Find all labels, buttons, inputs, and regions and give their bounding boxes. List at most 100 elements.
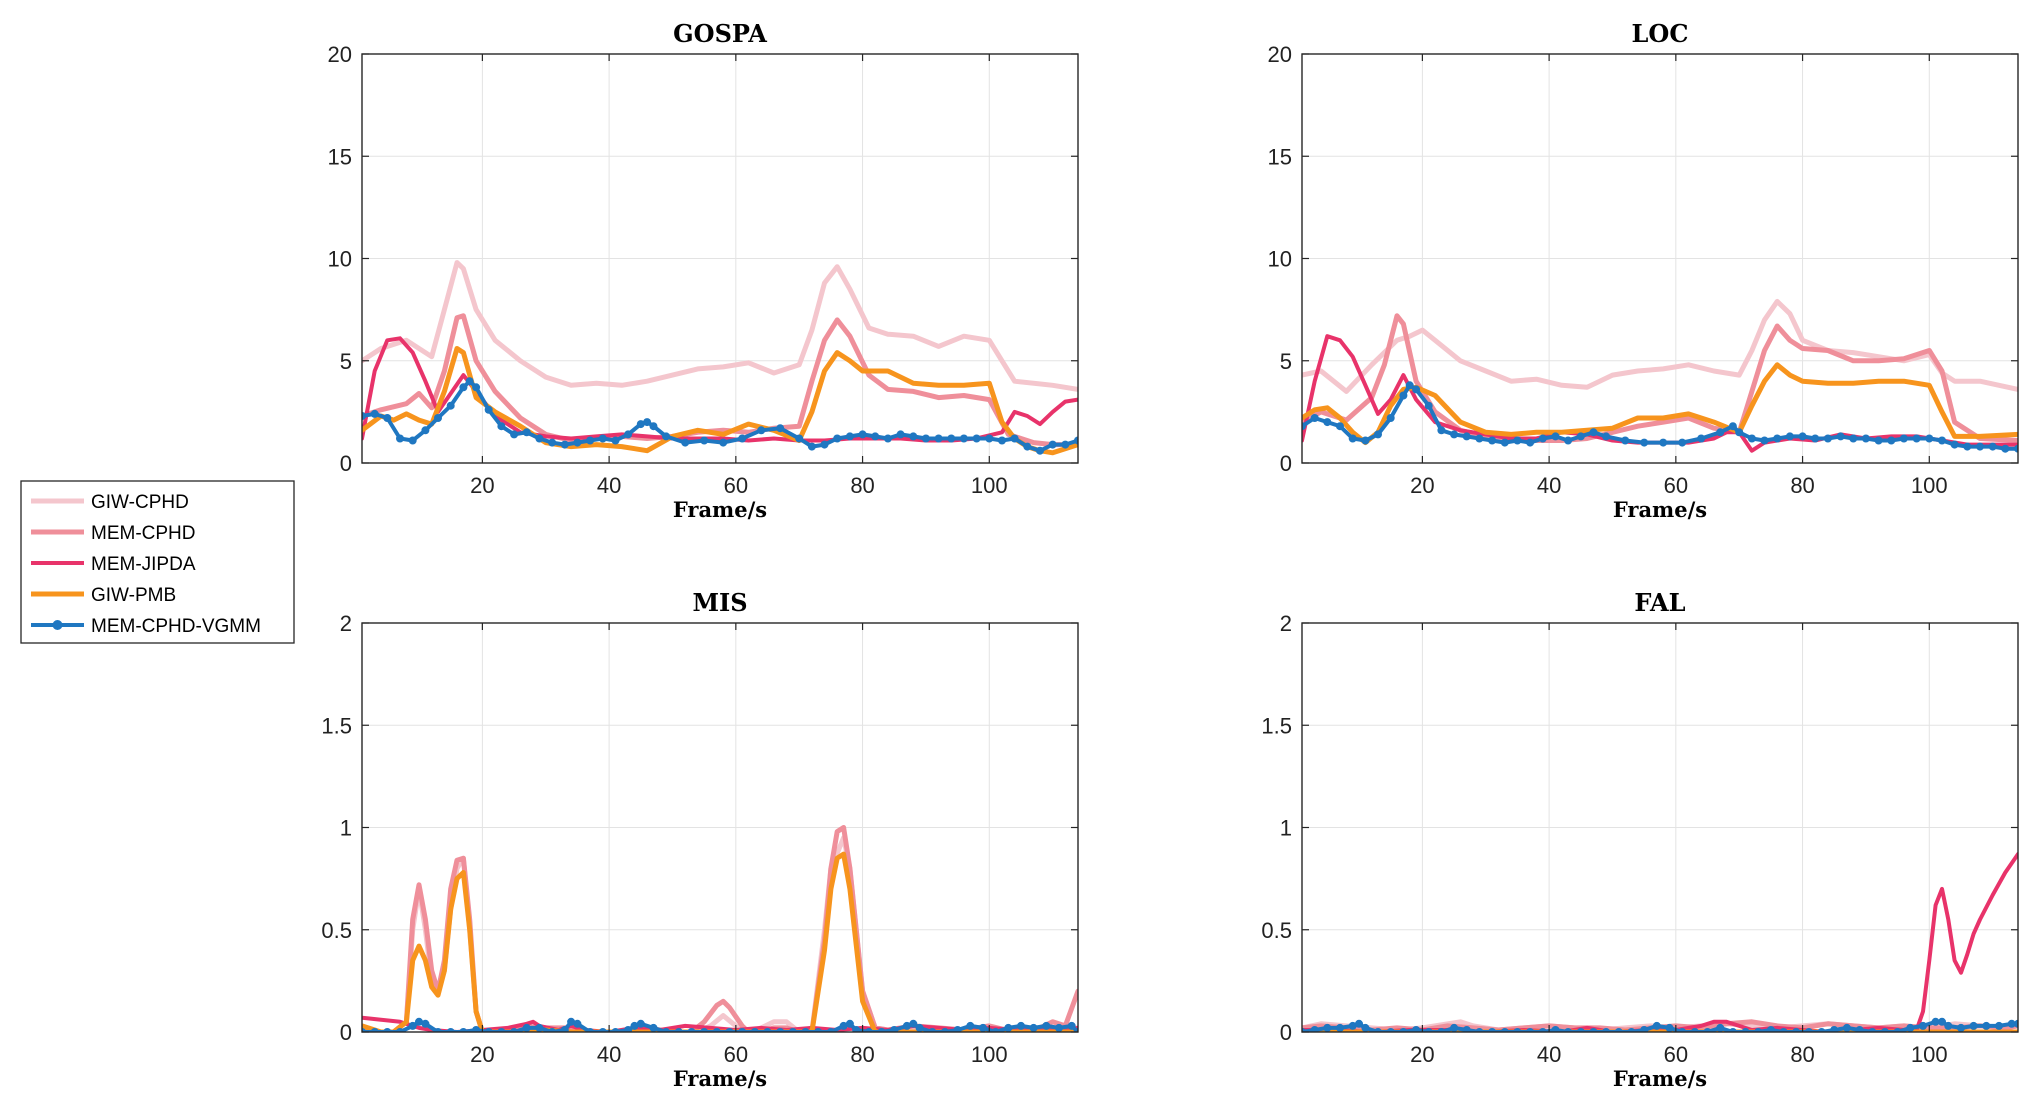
y-tick-label: 10 (1268, 247, 1292, 272)
series-group (362, 825, 1078, 1032)
data-point (1061, 440, 1070, 449)
data-point (1399, 391, 1408, 400)
data-point (1963, 442, 1972, 451)
data-point (421, 1019, 430, 1028)
x-axis-label: Frame/s (673, 497, 767, 522)
data-point (934, 434, 943, 443)
data-point (1500, 438, 1509, 447)
data-point (2007, 1019, 2016, 1028)
legend-item: GIW-PMB (31, 585, 176, 606)
data-point (1564, 436, 1573, 445)
data-point (1849, 434, 1858, 443)
data-point (871, 432, 880, 441)
data-point (1716, 1023, 1725, 1032)
data-point (396, 434, 404, 443)
data-point (1348, 434, 1357, 443)
y-tick-label: 1.5 (1261, 713, 1292, 738)
data-point (1766, 1026, 1775, 1032)
data-point (362, 412, 366, 420)
data-point (1823, 434, 1832, 443)
data-point (1792, 1028, 1801, 1032)
data-point (738, 1028, 747, 1032)
data-point (1640, 1026, 1649, 1032)
data-point (643, 418, 652, 427)
data-point (446, 401, 455, 410)
series-group (1302, 298, 2018, 453)
legend: GIW-CPHD MEM-CPHD MEM-JIPDA GIW-PMB MEM-CPHD… (20, 480, 295, 644)
data-point (1830, 1026, 1839, 1032)
data-point (624, 1026, 633, 1032)
x-axis-label: Frame/s (1613, 497, 1707, 522)
data-point (991, 1028, 1000, 1032)
data-point (1950, 440, 1959, 449)
data-point (472, 383, 481, 392)
data-point (1437, 426, 1446, 435)
series-line-giw-pmb (362, 851, 1078, 1032)
data-point (1728, 422, 1737, 431)
data-point (1576, 432, 1585, 441)
series-group (362, 260, 1078, 456)
x-tick-label: 80 (850, 1042, 874, 1067)
x-tick-label: 20 (1410, 473, 1434, 498)
data-point (750, 1028, 759, 1032)
data-point (1906, 1023, 1915, 1032)
data-point (383, 414, 392, 422)
data-point (795, 434, 804, 443)
data-point (681, 438, 690, 447)
y-tick-label: 15 (1268, 144, 1292, 169)
data-point (896, 430, 905, 439)
data-point (662, 1028, 671, 1032)
data-point (776, 424, 785, 433)
x-tick-label: 20 (1410, 1042, 1434, 1067)
data-point (1010, 434, 1019, 443)
data-point (1836, 432, 1845, 441)
data-point (1728, 1028, 1737, 1032)
data-point (890, 1026, 899, 1032)
data-point (1500, 1028, 1509, 1032)
x-tick-label: 60 (1664, 473, 1688, 498)
data-point (1938, 436, 1946, 445)
data-point (548, 1028, 557, 1032)
data-point (465, 377, 474, 386)
panel-mis: 20 40 60 80 100 0 0.5 1 1.5 2 MIS Frame/s (321, 588, 1079, 1091)
data-point (959, 434, 968, 443)
data-point (877, 1028, 886, 1032)
data-point (807, 442, 816, 451)
legend-item: GIW-CPHD (31, 492, 189, 513)
data-point (1773, 434, 1782, 443)
x-tick-label: 80 (850, 473, 874, 498)
data-point (611, 1028, 620, 1032)
data-point (725, 1028, 734, 1032)
data-point (362, 1028, 366, 1032)
data-point (510, 1028, 519, 1032)
data-point (383, 1028, 392, 1032)
data-point (700, 1028, 709, 1032)
data-point (1310, 1026, 1319, 1032)
data-point (719, 438, 728, 447)
y-tick-label: 20 (1268, 42, 1292, 67)
y-tick-label: 0 (1280, 451, 1292, 476)
series-line-giw-pmb (362, 346, 1078, 456)
data-point (915, 1023, 924, 1032)
y-tick-label: 0 (340, 1020, 352, 1045)
series-line-mem-cphd (1302, 313, 2018, 443)
data-point (858, 430, 867, 439)
data-point (1462, 1026, 1471, 1032)
data-point (1348, 1021, 1357, 1030)
data-point (484, 405, 493, 414)
data-point (459, 383, 468, 392)
data-point (560, 440, 569, 449)
y-tick-label: 15 (328, 144, 352, 169)
data-point (522, 428, 531, 437)
x-tick-label: 100 (1911, 1042, 1948, 1067)
data-point (776, 1028, 785, 1032)
data-point (370, 409, 379, 418)
data-point (415, 1017, 423, 1026)
data-point (459, 1028, 468, 1032)
x-tick-label: 100 (971, 473, 1008, 498)
data-point (801, 1028, 810, 1032)
data-point (909, 432, 918, 441)
data-point (1042, 1021, 1051, 1030)
data-point (1969, 1021, 1978, 1030)
data-point (548, 438, 557, 447)
